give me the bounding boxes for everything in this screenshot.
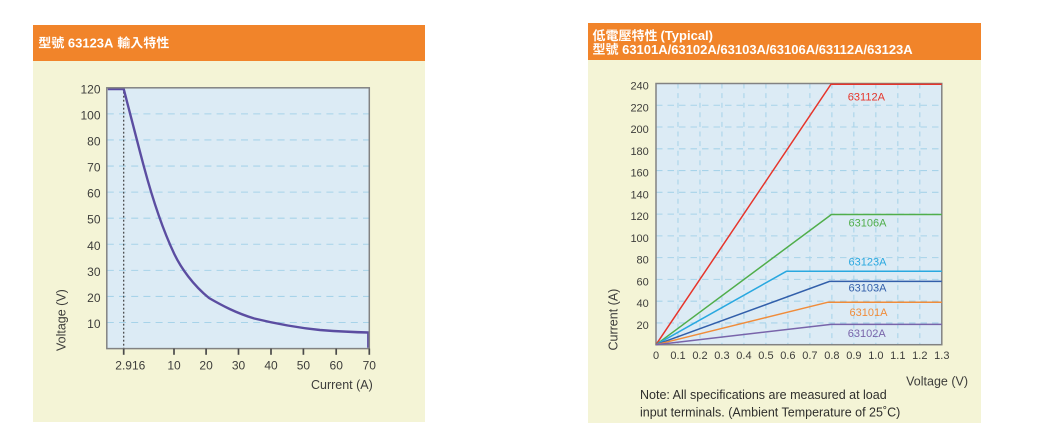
svg-text:100: 100 xyxy=(80,108,100,122)
svg-text:80: 80 xyxy=(87,134,101,148)
svg-text:30: 30 xyxy=(232,359,246,373)
svg-text:10: 10 xyxy=(167,359,181,373)
svg-text:30: 30 xyxy=(87,265,101,279)
svg-text:60: 60 xyxy=(330,359,344,373)
svg-text:input terminals. (Ambient Temp: input terminals. (Ambient Temperature of… xyxy=(640,406,900,420)
svg-text:Note: All specifications are m: Note: All specifications are measured at… xyxy=(640,388,887,402)
svg-text:80: 80 xyxy=(637,255,649,267)
svg-text:60: 60 xyxy=(87,187,101,201)
svg-text:63106A: 63106A xyxy=(849,218,888,230)
svg-text:0.6: 0.6 xyxy=(780,350,795,362)
svg-text:Current (A): Current (A) xyxy=(311,378,373,392)
svg-text:2.916: 2.916 xyxy=(115,359,145,373)
svg-text:100: 100 xyxy=(630,233,648,245)
svg-text:Current (A): Current (A) xyxy=(607,289,621,351)
svg-text:63112A: 63112A xyxy=(848,91,886,103)
svg-text:0.2: 0.2 xyxy=(692,350,707,362)
svg-text:63123A: 63123A xyxy=(849,257,888,269)
svg-text:70: 70 xyxy=(363,359,377,373)
svg-text:120: 120 xyxy=(80,82,100,96)
svg-text:0.5: 0.5 xyxy=(758,350,773,362)
svg-text:160: 160 xyxy=(630,168,648,180)
svg-text:1.0: 1.0 xyxy=(868,350,883,362)
svg-text:40: 40 xyxy=(264,359,278,373)
svg-text:63101A/63102A/63103A/63106A/63: 63101A/63102A/63103A/63106A/63112A/63123… xyxy=(622,42,913,57)
svg-text:60: 60 xyxy=(637,276,649,288)
svg-text:220: 220 xyxy=(630,102,648,114)
svg-text:1.3: 1.3 xyxy=(934,350,949,362)
svg-text:140: 140 xyxy=(630,189,648,201)
svg-text:Voltage (V): Voltage (V) xyxy=(55,289,69,351)
svg-text:20: 20 xyxy=(199,359,213,373)
svg-text:20: 20 xyxy=(637,320,649,332)
svg-text:50: 50 xyxy=(87,213,101,227)
svg-text:(Typical): (Typical) xyxy=(661,28,714,43)
svg-text:63102A: 63102A xyxy=(848,328,887,340)
svg-text:0.1: 0.1 xyxy=(670,350,685,362)
svg-text:0.9: 0.9 xyxy=(846,350,861,362)
svg-text:0: 0 xyxy=(653,350,659,362)
svg-text:40: 40 xyxy=(637,298,649,310)
svg-text:0.4: 0.4 xyxy=(736,350,751,362)
svg-text:40: 40 xyxy=(87,239,101,253)
svg-text:20: 20 xyxy=(87,291,101,305)
svg-text:0.7: 0.7 xyxy=(802,350,817,362)
svg-text:0.3: 0.3 xyxy=(714,350,729,362)
svg-text:63103A: 63103A xyxy=(849,283,888,295)
svg-text:50: 50 xyxy=(297,359,311,373)
svg-text:180: 180 xyxy=(630,146,648,158)
svg-text:1.1: 1.1 xyxy=(890,350,905,362)
svg-text:200: 200 xyxy=(630,124,648,136)
svg-text:120: 120 xyxy=(630,211,648,223)
svg-text:Voltage (V): Voltage (V) xyxy=(906,374,968,388)
svg-text:1.2: 1.2 xyxy=(912,350,927,362)
svg-text:0.8: 0.8 xyxy=(824,350,839,362)
svg-text:70: 70 xyxy=(87,161,101,175)
svg-text:63123A: 63123A xyxy=(68,35,114,50)
svg-text:10: 10 xyxy=(87,317,101,331)
svg-text:63101A: 63101A xyxy=(850,307,889,319)
svg-text:240: 240 xyxy=(630,81,648,93)
